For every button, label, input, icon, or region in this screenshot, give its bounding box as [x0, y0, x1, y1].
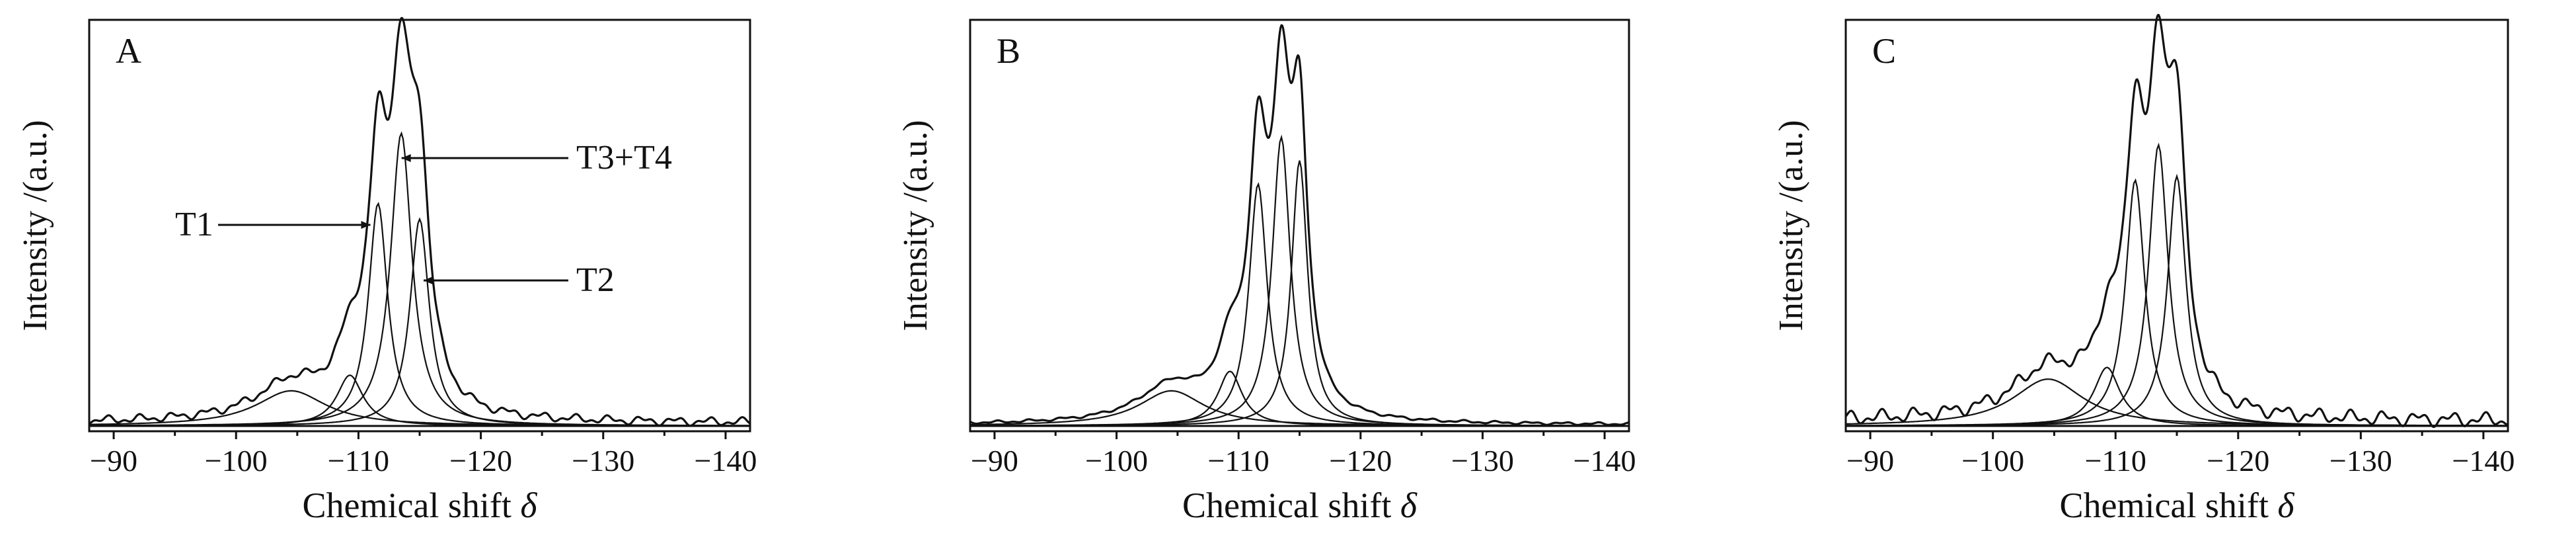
annotation-arrowhead [424, 276, 433, 284]
y-axis-label: Intensity /(a.u.) [17, 120, 54, 331]
x-tick-label: −100 [1085, 444, 1148, 478]
x-tick-label: −110 [1208, 444, 1269, 478]
component-peak [89, 131, 750, 427]
x-tick-label: −130 [1451, 444, 1514, 478]
x-axis-label: Chemical shift δ [2059, 485, 2294, 525]
panel-a: −90 −100 −110 −120 −130 −140 A Intensity /(a.u.… [17, 17, 757, 525]
component-peak [970, 182, 1629, 427]
x-tick-label: −110 [328, 444, 389, 478]
x-tick-label: −140 [1573, 444, 1636, 478]
x-tick-label: −110 [2085, 444, 2146, 478]
spectrum-curve [89, 17, 751, 427]
annotation-arrowhead [401, 154, 411, 162]
plot-frame [969, 19, 1630, 433]
y-axis-label: Intensity /(a.u.) [897, 120, 934, 331]
annotation-label: T2 [576, 261, 615, 299]
component-peak [1846, 142, 2508, 427]
x-tick-label: −120 [449, 444, 512, 478]
component-peak [1846, 173, 2508, 427]
component-peak [970, 390, 1629, 427]
x-tick-label: −100 [205, 444, 268, 478]
annotation-arrowhead [361, 221, 371, 229]
x-tick-label: −90 [1846, 444, 1894, 478]
x-tick-label: −90 [90, 444, 137, 478]
component-peak [1846, 178, 2508, 427]
annotation-label: T1 [175, 206, 213, 243]
panel-b: −90 −100 −110 −120 −130 −140 B Intensity /(a.u.… [897, 19, 1636, 525]
x-tick-label: −120 [2207, 444, 2269, 478]
x-tick-label: −130 [2330, 444, 2392, 478]
x-axis-label: Chemical shift δ [302, 485, 537, 525]
panel-label: A [116, 31, 141, 71]
panel-c: −90 −100 −110 −120 −130 −140 C Intensity /(a.u.… [1772, 14, 2515, 525]
annotation-label: T3+T4 [576, 139, 672, 177]
x-tick-label: −100 [1961, 444, 2024, 478]
x-tick-label: −90 [971, 444, 1018, 478]
spectrum-curve [969, 24, 1630, 427]
panel-label: B [997, 31, 1020, 71]
spectrum-curve [1844, 14, 2509, 428]
component-peak [970, 160, 1629, 427]
x-tick-label: −130 [572, 444, 634, 478]
x-tick-label: −120 [1329, 444, 1392, 478]
x-tick-label: −140 [2452, 444, 2515, 478]
component-peak [970, 134, 1629, 427]
component-peak [89, 217, 750, 427]
x-tick-label: −140 [694, 444, 757, 478]
panel-label: C [1872, 31, 1896, 71]
x-axis-label: Chemical shift δ [1182, 485, 1418, 525]
y-axis-label: Intensity /(a.u.) [1772, 120, 1810, 331]
plot-frame [1844, 19, 2509, 433]
